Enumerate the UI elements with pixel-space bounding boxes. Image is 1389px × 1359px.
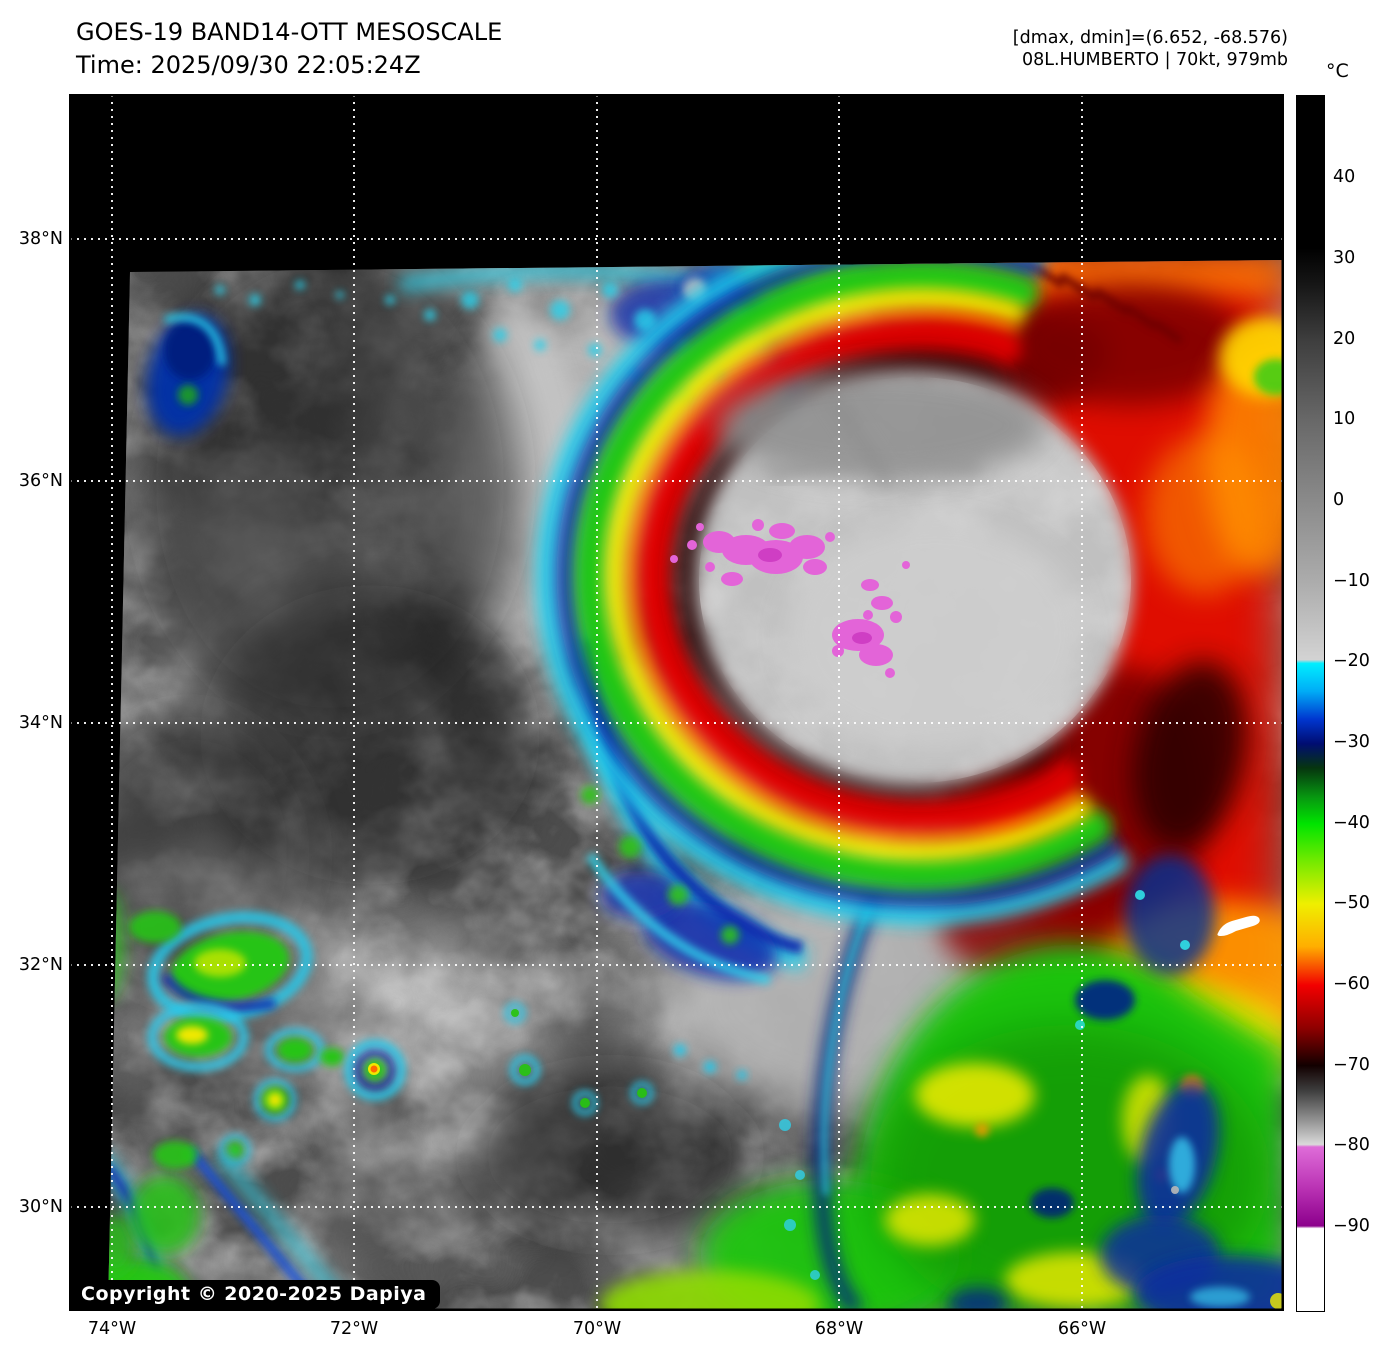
lat-label-34n: 34°N: [18, 713, 63, 733]
colorbar-tick-m20: −20: [1333, 651, 1370, 671]
colorbar-tick-0: 0: [1333, 490, 1345, 510]
colorbar-tick-20: 20: [1333, 329, 1356, 349]
colorbar-tick-m90: −90: [1333, 1216, 1370, 1236]
lon-label-70w: 70°W: [572, 1319, 622, 1339]
lat-label-36n: 36°N: [18, 471, 63, 491]
colorbar-unit: °C: [1326, 60, 1349, 82]
colorbar-tick-m70: −70: [1333, 1055, 1370, 1075]
lat-label-30n: 30°N: [18, 1197, 63, 1217]
colorbar-tick-30: 30: [1333, 248, 1356, 268]
product-title: GOES-19 BAND14-OTT MESOSCALE: [76, 18, 503, 46]
map-area: Copyright © 2020-2025 Dapiya: [69, 94, 1284, 1311]
timestamp: Time: 2025/09/30 22:05:24Z: [76, 51, 421, 79]
lon-label-72w: 72°W: [329, 1319, 379, 1339]
colorbar-tick-m80: −80: [1333, 1135, 1370, 1155]
storm-info: 08L.HUMBERTO | 70kt, 979mb: [1021, 50, 1288, 70]
colorbar-tick-m40: −40: [1333, 813, 1370, 833]
copyright-badge: Copyright © 2020-2025 Dapiya: [70, 1280, 441, 1309]
colorbar-gradient: [1296, 95, 1325, 1312]
colorbar-tick-m50: −50: [1333, 893, 1370, 913]
colorbar-tick-m10: −10: [1333, 571, 1370, 591]
lat-label-32n: 32°N: [18, 955, 63, 975]
lon-label-66w: 66°W: [1057, 1319, 1107, 1339]
colorbar-tick-m30: −30: [1333, 732, 1370, 752]
satellite-image: [70, 95, 1283, 1310]
colorbar-tick-10: 10: [1333, 409, 1356, 429]
overshooting-tops: [670, 519, 910, 678]
title-block: GOES-19 BAND14-OTT MESOSCALE Time: 2025/…: [76, 16, 502, 82]
lon-label-68w: 68°W: [814, 1319, 864, 1339]
dmax-dmin-readout: [dmax, dmin]=(6.652, -68.576): [1012, 28, 1288, 48]
header-right: [dmax, dmin]=(6.652, -68.576) 08L.HUMBER…: [1013, 27, 1288, 71]
lat-label-38n: 38°N: [18, 229, 63, 249]
colorbar-tick-40: 40: [1333, 167, 1356, 187]
colorbar-tick-m60: −60: [1333, 974, 1370, 994]
lon-label-74w: 74°W: [87, 1319, 137, 1339]
bermuda-coastline: [1217, 915, 1260, 936]
